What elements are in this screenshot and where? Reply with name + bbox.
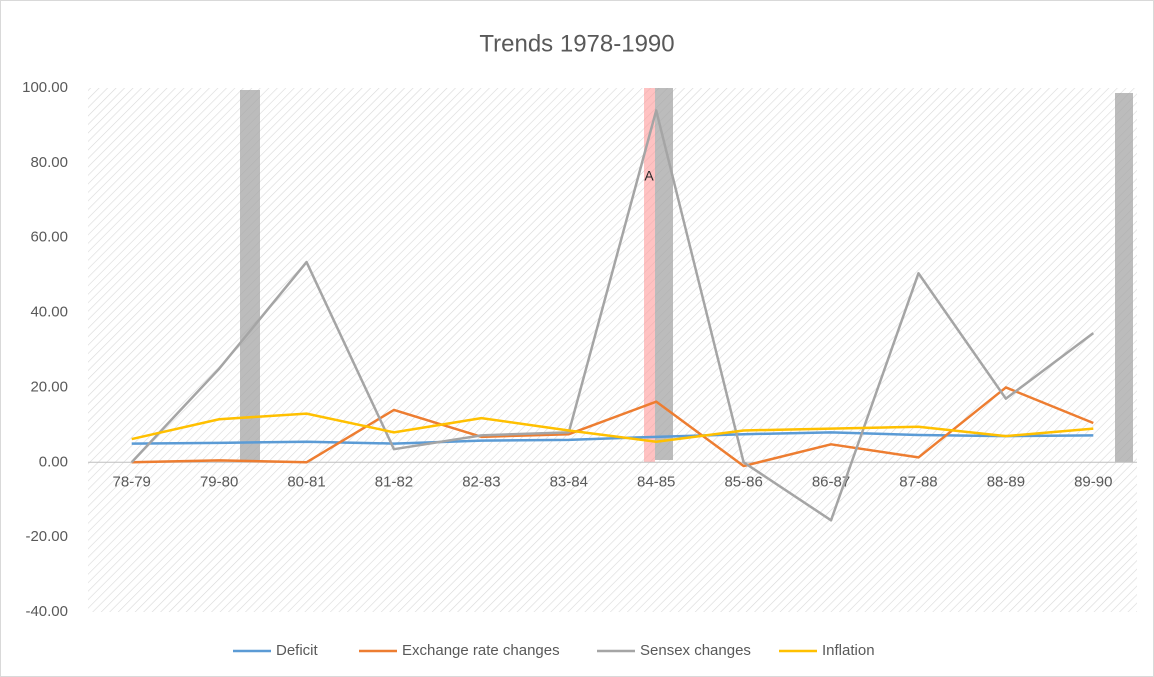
- x-tick-label: 82-83: [462, 473, 500, 490]
- x-tick-label: 87-88: [899, 473, 937, 490]
- y-tick-label: 0.00: [39, 453, 68, 470]
- legend-label: Inflation: [822, 642, 875, 659]
- x-tick-label: 81-82: [375, 473, 413, 490]
- x-tick-label: 83-84: [550, 473, 588, 490]
- y-tick-label: 100.00: [22, 79, 68, 96]
- legend-label: Exchange rate changes: [402, 642, 560, 659]
- y-tick-label: 20.00: [30, 378, 68, 395]
- x-tick-label: 78-79: [113, 473, 151, 490]
- legend-label: Deficit: [276, 642, 319, 659]
- series-line: [130, 109, 1095, 522]
- y-tick-label: 80.00: [30, 154, 68, 171]
- x-tick-label: 88-89: [987, 473, 1025, 490]
- highlight-band: [240, 90, 260, 462]
- plot-area: [88, 88, 1137, 612]
- annotation: A: [644, 168, 654, 184]
- x-tick-label: 86-87: [812, 473, 850, 490]
- legend-label: Sensex changes: [640, 642, 751, 659]
- series-line: [131, 431, 1094, 445]
- x-tick-label: 85-86: [724, 473, 762, 490]
- y-tick-label: -20.00: [25, 528, 68, 545]
- y-tick-label: 60.00: [30, 229, 68, 246]
- chart-title: Trends 1978-1990: [479, 30, 674, 57]
- highlight-band: [1115, 93, 1133, 462]
- highlight-band: [655, 88, 673, 460]
- x-tick-label: 80-81: [287, 473, 325, 490]
- y-tick-label: 40.00: [30, 304, 68, 321]
- y-tick-label: -40.00: [25, 603, 68, 620]
- series-line: [131, 386, 1094, 468]
- x-tick-label: 84-85: [637, 473, 675, 490]
- x-tick-label: 79-80: [200, 473, 238, 490]
- highlight-band: [644, 88, 655, 462]
- series-line: [131, 412, 1094, 443]
- x-tick-label: 89-90: [1074, 473, 1112, 490]
